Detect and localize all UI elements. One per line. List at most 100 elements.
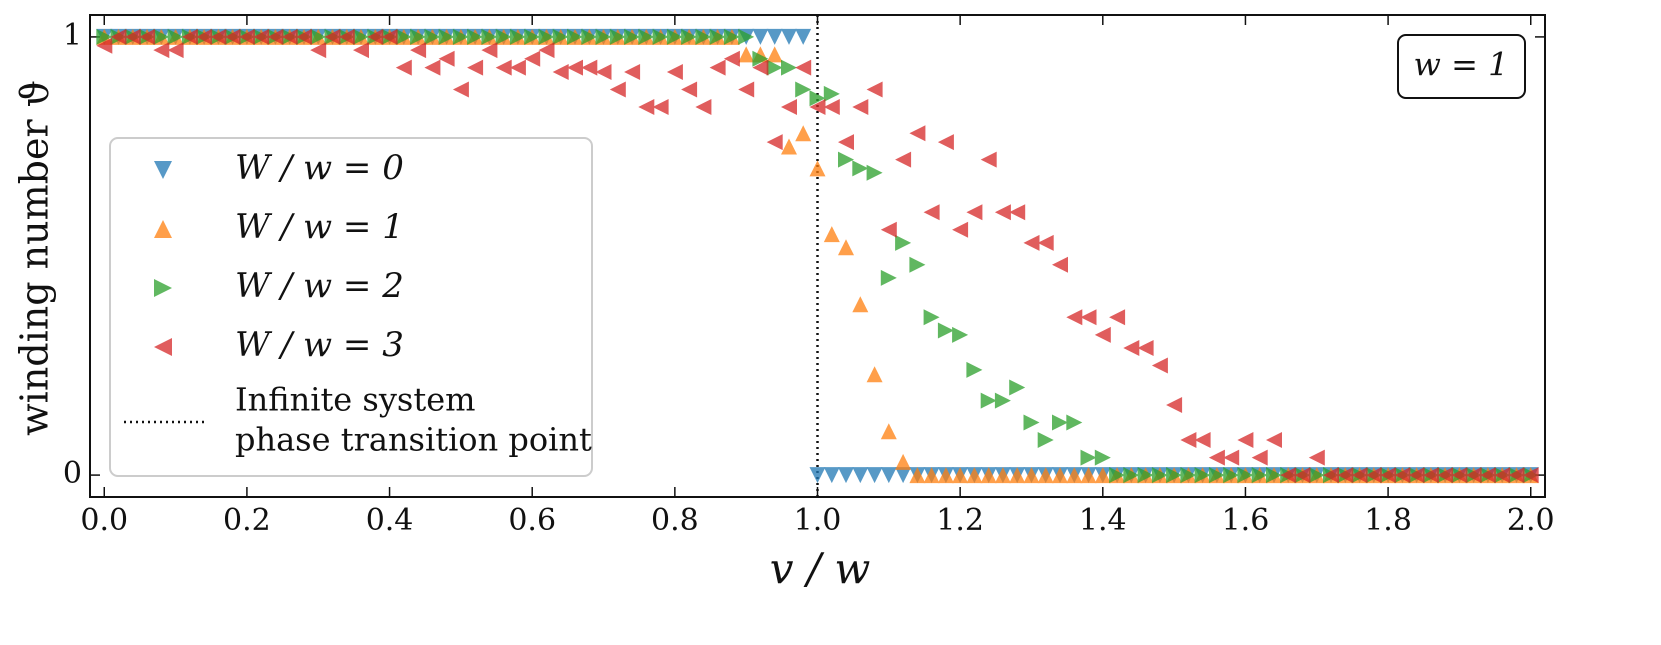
point (1180, 467, 1197, 484)
point (1151, 467, 1168, 484)
point (1123, 340, 1140, 356)
point (723, 50, 740, 67)
point (880, 269, 897, 286)
point (966, 361, 983, 378)
point (795, 125, 812, 142)
legend-label: W / w = 2 (235, 266, 404, 306)
point (738, 28, 755, 45)
point (1066, 414, 1083, 431)
point (823, 226, 840, 243)
point (1365, 467, 1382, 484)
point (838, 239, 854, 256)
x-tick-label: 0.8 (651, 503, 699, 538)
series (96, 28, 1539, 484)
point (452, 81, 469, 98)
point (452, 28, 469, 45)
point (952, 326, 969, 343)
plot-frame (89, 14, 1546, 498)
point (880, 221, 897, 238)
point (438, 28, 455, 45)
point (781, 59, 797, 76)
point (567, 28, 583, 45)
point (1508, 467, 1525, 484)
point (823, 467, 840, 484)
point (595, 28, 612, 45)
point (310, 42, 327, 59)
point (1251, 449, 1268, 466)
point (866, 366, 883, 383)
point (852, 296, 869, 313)
point (224, 28, 241, 45)
point (1479, 467, 1496, 484)
point (1266, 432, 1282, 448)
point (495, 59, 512, 76)
point (1052, 467, 1068, 484)
point (909, 256, 926, 273)
point (937, 467, 954, 484)
point (481, 42, 498, 59)
point (966, 467, 983, 484)
point (367, 28, 384, 45)
point (795, 59, 812, 76)
point (1522, 467, 1539, 484)
point (1109, 467, 1126, 484)
point (766, 28, 783, 45)
point (738, 81, 755, 98)
point (1151, 357, 1168, 374)
point (1266, 467, 1282, 484)
point (624, 28, 641, 45)
point (809, 160, 826, 177)
point (952, 467, 969, 484)
point (809, 90, 826, 107)
point (866, 164, 883, 181)
point (1351, 467, 1368, 484)
x-tick-label: 0.2 (223, 503, 271, 538)
series (96, 28, 1539, 484)
point (1009, 467, 1026, 484)
point (966, 204, 983, 221)
point (495, 28, 512, 45)
legend-label: phase transition point (235, 421, 592, 459)
point (353, 42, 369, 59)
point (666, 28, 683, 45)
point (1451, 467, 1468, 484)
point (952, 221, 969, 238)
point (609, 28, 626, 45)
point (1094, 467, 1111, 484)
point (153, 28, 170, 45)
point (852, 467, 869, 484)
x-tick-label: 1.8 (1364, 503, 1412, 538)
point (652, 99, 669, 115)
point (766, 134, 783, 151)
point (524, 28, 541, 45)
point (852, 99, 869, 115)
point (823, 99, 840, 115)
point (652, 28, 669, 45)
point (1308, 449, 1325, 466)
point (395, 59, 412, 76)
point (139, 28, 156, 45)
point (96, 37, 113, 54)
legend (109, 137, 593, 477)
point (1009, 204, 1026, 221)
point (167, 28, 184, 45)
point (210, 28, 227, 45)
point (994, 204, 1011, 221)
point (1494, 467, 1511, 484)
point (1223, 467, 1240, 484)
point (509, 59, 526, 76)
point (895, 151, 912, 168)
point (1052, 256, 1068, 273)
x-axis-label: v / w (770, 544, 871, 593)
point (467, 59, 484, 76)
point (1294, 467, 1311, 484)
point (638, 99, 655, 115)
point (1080, 449, 1097, 466)
point (1023, 467, 1040, 484)
point (980, 151, 997, 168)
point (581, 28, 598, 45)
point (538, 42, 555, 59)
x-tick-label: 2.0 (1507, 503, 1555, 538)
point (424, 28, 441, 45)
